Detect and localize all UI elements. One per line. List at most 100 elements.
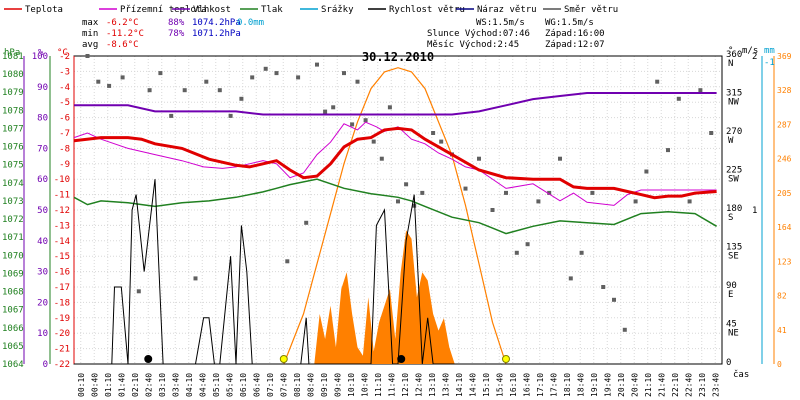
wind-direction-point	[666, 148, 670, 153]
tick-label-temp: -5	[59, 98, 70, 108]
wind-direction-point	[263, 66, 268, 71]
tick-label-time: 16:40	[522, 373, 531, 397]
axis-title-pct: %	[38, 48, 44, 58]
tick-label-time: 21:40	[657, 373, 666, 397]
tick-label-radiation: 123	[777, 257, 792, 266]
axes: hPa% °C ° m/s mmčas1081108010791078107710761…	[2, 46, 792, 397]
wind-direction-point	[687, 199, 692, 204]
tick-label-compass: NW	[728, 98, 739, 108]
wind-direction-point	[158, 71, 163, 76]
tick-label-pct: 70	[37, 144, 48, 154]
stats-label: max	[82, 18, 99, 28]
axis-title-deg: °	[728, 46, 733, 56]
wind-direction-point	[107, 83, 112, 88]
tick-label-hpa: 1079	[2, 88, 24, 98]
tick-label-time: 23:10	[698, 373, 707, 397]
wind-direction-point	[568, 276, 573, 281]
wind-direction-point	[547, 190, 552, 195]
tick-label-pct: 100	[32, 52, 48, 62]
tick-label-ms: 1	[752, 206, 757, 216]
tick-label-time: 08:40	[306, 373, 315, 397]
tick-label-hpa: 1078	[2, 106, 24, 116]
series-humidity	[74, 92, 717, 116]
tick-label-time: 07:10	[266, 373, 275, 397]
sun-marker	[502, 355, 510, 363]
tick-label-compass: E	[728, 290, 733, 300]
tick-label-time: 19:10	[590, 373, 599, 397]
legend-label: Přízemní teplota	[120, 5, 207, 15]
wind-direction-point	[274, 71, 279, 76]
tick-label-time: 00:40	[90, 373, 99, 397]
tick-label-pct: 10	[37, 329, 48, 339]
tick-label-temp: -7	[59, 129, 70, 139]
tick-label-time: 18:40	[576, 373, 585, 397]
wind-direction-point	[182, 88, 187, 93]
wind-direction-point	[355, 79, 360, 84]
stats-temp: -6.2°C	[106, 18, 139, 28]
tick-label-time: 20:40	[630, 373, 639, 397]
wind-direction-point	[644, 169, 649, 174]
tick-label-pct: 50	[37, 206, 48, 216]
axis-title-ms: m/s	[742, 46, 758, 56]
tick-label-time: 01:10	[104, 373, 113, 397]
tick-label-pct: 90	[37, 83, 48, 93]
wind-direction-point	[250, 75, 255, 80]
chart-title: 30.12.2010	[362, 50, 434, 64]
tick-label-time: 10:10	[347, 373, 356, 397]
wind-direction-point	[285, 259, 290, 264]
stats-label: avg	[82, 40, 98, 50]
tick-label-compass: N	[728, 59, 733, 69]
tick-label-compass: NE	[728, 329, 739, 339]
tick-label-pct: 0	[43, 360, 48, 370]
tick-label-temp: -11	[54, 191, 70, 201]
stats-temp: -11.2°C	[106, 29, 144, 39]
tick-label-hpa: 1065	[2, 342, 24, 352]
legend-label: Rychlost větru	[389, 5, 465, 15]
wind-direction-point	[323, 109, 328, 114]
legend-label: Náraz větru	[477, 5, 537, 15]
tick-label-hpa: 1074	[2, 179, 24, 189]
wind-direction-point	[590, 190, 595, 195]
wind-direction-point	[304, 220, 309, 225]
tick-label-time: 00:10	[77, 373, 86, 397]
tick-label-time: 07:40	[279, 373, 288, 397]
tick-label-hpa: 1066	[2, 324, 24, 334]
tick-label-temp: -2	[59, 52, 70, 62]
tick-label-hpa: 1067	[2, 306, 24, 316]
tick-label-time: 19:40	[603, 373, 612, 397]
wind-direction-point	[558, 156, 562, 161]
tick-label-pct: 80	[37, 114, 48, 124]
wind-direction-point	[655, 79, 660, 84]
tick-label-time: 17:40	[549, 373, 558, 397]
stats-temp: -8.6°C	[106, 40, 139, 50]
wind-direction-point	[350, 122, 355, 127]
tick-label-hpa: 1075	[2, 161, 24, 171]
tick-label-time: 03:40	[171, 373, 180, 397]
tick-label-time: 08:10	[293, 373, 302, 397]
stats-humidity: 78%	[168, 29, 185, 39]
tick-label-direction: 90	[726, 281, 737, 291]
stats-pressure: 1074.2hPa	[192, 18, 241, 28]
tick-label-time: 16:10	[509, 373, 518, 397]
wind-direction-point	[676, 96, 681, 101]
wind-direction-point	[228, 113, 233, 118]
info-sunrise: Slunce Východ:07:46	[427, 29, 530, 39]
axis-title-time: čas	[733, 369, 749, 380]
series-solar-radiation	[283, 67, 507, 365]
wind-direction-point	[536, 199, 541, 204]
tick-label-time: 05:10	[212, 373, 221, 397]
series-wind-speed	[74, 179, 722, 365]
wind-direction-point	[85, 54, 90, 58]
tick-label-radiation: 369	[777, 52, 792, 61]
wind-direction-point	[612, 297, 616, 302]
tick-label-time: 18:10	[563, 373, 572, 397]
tick-label-temp: -21	[54, 345, 70, 355]
tick-label-time: 04:40	[198, 373, 207, 397]
tick-label-direction: 225	[726, 166, 742, 176]
tick-label-hpa: 1081	[2, 52, 24, 62]
tick-label-time: 20:10	[617, 373, 626, 397]
tick-label-pct: 30	[37, 268, 48, 278]
tick-label-hpa: 1068	[2, 288, 24, 298]
moon-marker	[397, 355, 406, 363]
